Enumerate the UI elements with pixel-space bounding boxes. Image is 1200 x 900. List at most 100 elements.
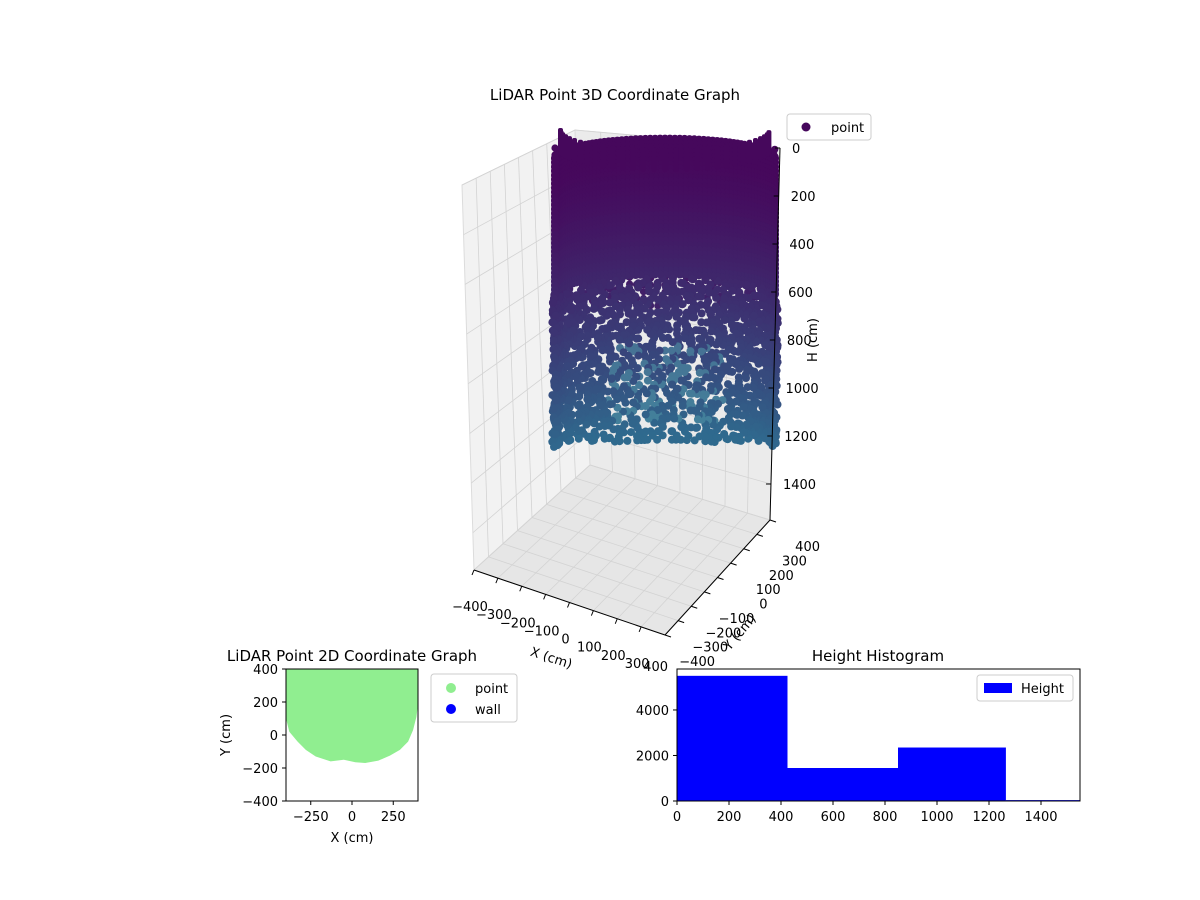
lidar-point — [634, 283, 643, 292]
lidar-point — [629, 377, 638, 385]
lidar-point — [550, 328, 559, 337]
x-tick-label: −100 — [524, 624, 560, 639]
y-tick-mark — [756, 533, 764, 537]
lidar-point — [758, 403, 767, 411]
y-tick-mark — [743, 548, 750, 552]
lidar-point — [662, 355, 670, 364]
lidar-point — [720, 294, 729, 303]
lidar-point — [598, 308, 607, 316]
x-tick-mark — [471, 569, 475, 576]
histogram-bar — [677, 675, 788, 801]
x-tick-mark — [590, 610, 594, 616]
lidar-point — [640, 147, 646, 172]
z-tick-label: 600 — [788, 286, 813, 301]
chart-2d-ylabel: Y (cm) — [219, 714, 234, 757]
histogram-legend-label: Height — [1021, 682, 1064, 697]
lidar-point — [670, 414, 679, 423]
lidar-point — [732, 142, 738, 167]
lidar-point — [705, 146, 710, 171]
lidar-point — [567, 136, 572, 161]
x-tick-label: 100 — [577, 641, 602, 656]
chart-2d: LiDAR Point 2D Coordinate Graph −250 0 250… — [219, 647, 518, 846]
lidar-point — [680, 334, 689, 343]
lidar-point — [740, 141, 746, 166]
x-tick-label: 0 — [348, 810, 356, 825]
lidar-point — [622, 318, 631, 327]
lidar-point — [641, 410, 650, 419]
lidar-point — [633, 436, 642, 445]
lidar-point — [677, 423, 686, 432]
lidar-point — [605, 353, 614, 362]
lidar-point — [727, 320, 736, 329]
lidar-point — [761, 341, 770, 349]
grid-line — [503, 164, 518, 531]
x-tick-label: 0 — [561, 633, 569, 648]
chart-histogram: Height Histogram 0 200 400 600 800 1000 1200 14… — [636, 647, 1081, 825]
lidar-point — [677, 376, 686, 385]
lidar-point — [607, 374, 616, 383]
x-tick-label: 200 — [601, 649, 626, 664]
x-tick-mark — [543, 594, 547, 600]
lidar-point — [697, 309, 706, 318]
lidar-point — [682, 436, 691, 445]
x-tick-label: 600 — [821, 810, 846, 825]
lidar-point — [739, 403, 748, 411]
grid-line — [475, 178, 489, 557]
lidar-point — [701, 432, 710, 441]
histogram-y-offset-label: 400 — [643, 660, 668, 675]
y-tick-label: 4000 — [636, 704, 669, 719]
x-tick-label: 400 — [769, 810, 794, 825]
lidar-point — [551, 311, 560, 320]
lidar-point — [583, 395, 592, 404]
lidar-point — [643, 368, 652, 377]
x-tick-label: 1000 — [920, 810, 953, 825]
lidar-point — [616, 285, 625, 293]
lidar-point — [723, 405, 732, 413]
lidar-point — [623, 436, 632, 445]
lidar-point — [550, 336, 558, 345]
lidar-point — [766, 130, 772, 155]
lidar-point — [552, 396, 561, 405]
chart-2d-legend-wall-label: wall — [475, 703, 501, 718]
lidar-point — [629, 398, 638, 407]
x-tick-label: 1400 — [1024, 810, 1057, 825]
chart-2d-legend-wall-marker — [446, 704, 456, 714]
chart-2d-point-region — [286, 669, 418, 763]
lidar-point — [648, 431, 657, 440]
x-tick-label: −250 — [293, 810, 329, 825]
lidar-point — [668, 338, 677, 347]
lidar-point — [749, 311, 758, 320]
lidar-point — [619, 394, 628, 403]
x-tick-label: 0 — [673, 810, 681, 825]
lidar-point — [747, 139, 752, 164]
chart-2d-legend-point-label: point — [475, 682, 508, 697]
lidar-point — [754, 436, 763, 445]
y-tick-label: 400 — [795, 540, 820, 555]
lidar-point — [639, 288, 648, 296]
y-tick-mark — [664, 634, 672, 638]
lidar-point — [586, 352, 595, 361]
lidar-point — [686, 406, 695, 415]
lidar-point — [615, 429, 624, 438]
grid-line — [531, 517, 718, 578]
lidar-point — [682, 291, 691, 300]
chart-3d-xlabel: X (cm) — [528, 645, 574, 673]
chart-3d-zlabel: H (cm) — [806, 318, 821, 362]
lidar-point — [625, 339, 634, 348]
lidar-point — [654, 427, 663, 436]
y-tick-label: 0 — [661, 795, 669, 810]
chart-2d-legend-point-marker — [446, 683, 456, 693]
y-tick-mark — [730, 562, 737, 566]
lidar-point — [743, 383, 752, 392]
x-tick-mark — [495, 577, 499, 584]
lidar-point — [673, 329, 681, 338]
lidar-point — [752, 337, 761, 346]
lidar-point — [686, 389, 694, 398]
z-tick-label: 1200 — [784, 430, 817, 445]
chart-3d-legend: point — [786, 113, 872, 141]
z-tick-label: 400 — [789, 238, 814, 253]
grid-line — [546, 503, 731, 564]
y-tick-label: 200 — [253, 696, 278, 711]
lidar-point — [767, 380, 775, 389]
y-tick-label: −400 — [242, 795, 278, 810]
